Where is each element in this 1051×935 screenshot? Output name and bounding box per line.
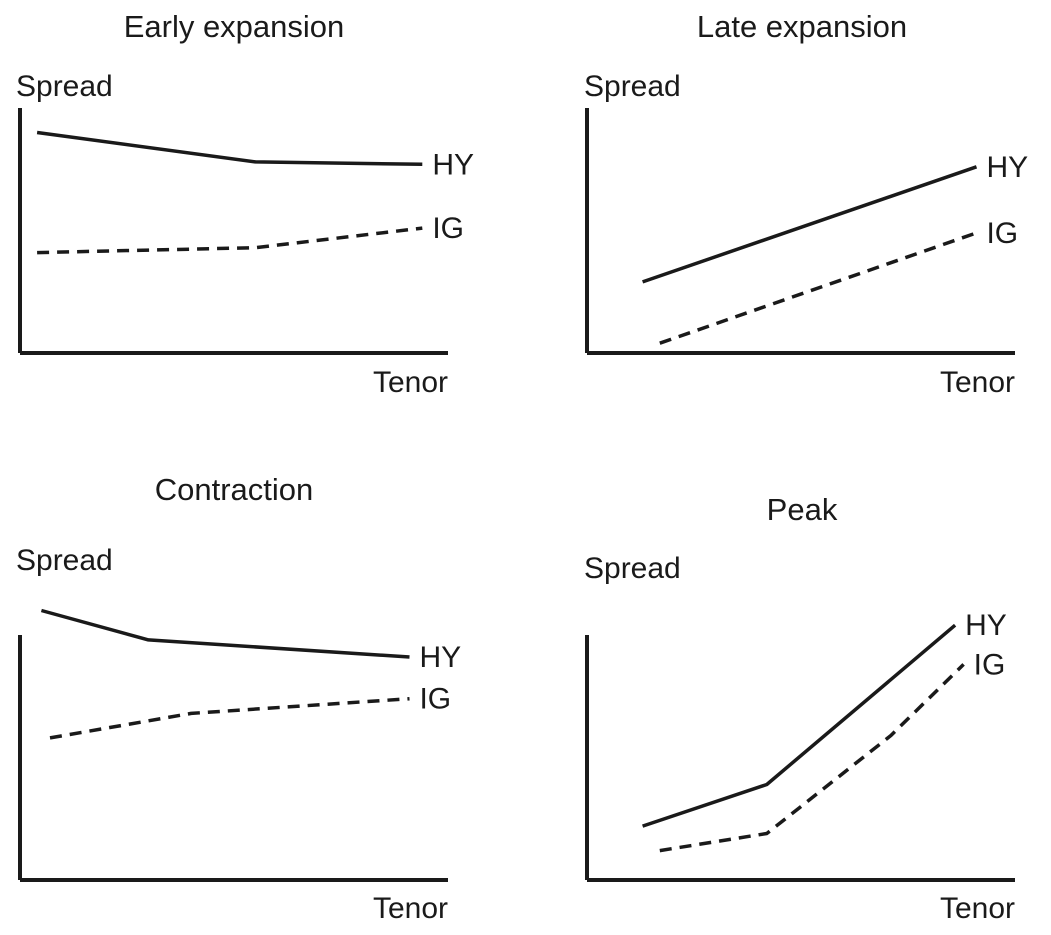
chart-panel: Early expansion Spread Tenor HY IG (16, 9, 474, 399)
chart-panel: Contraction Spread Tenor HY IG (16, 472, 461, 925)
chart-title: Late expansion (697, 9, 907, 44)
chart-title: Early expansion (124, 9, 345, 44)
chart-title: Peak (767, 492, 838, 527)
series-line-hy (642, 165, 978, 284)
series-line-ig (659, 663, 965, 853)
y-axis-label: Spread (16, 544, 113, 577)
series-label-ig: IG (419, 683, 451, 716)
chart-panel: Peak Spread Tenor HY IG (584, 492, 1015, 925)
series-line-ig (49, 696, 410, 740)
chart-panel: Late expansion Spread Tenor HY IG (584, 9, 1028, 399)
series-line-ig (659, 231, 978, 345)
series-line-hy (642, 623, 957, 828)
series-line-hy (40, 608, 410, 659)
series-label-ig: IG (986, 217, 1018, 250)
x-axis-label: Tenor (940, 366, 1015, 399)
x-axis-label: Tenor (373, 366, 448, 399)
series-label-hy: HY (965, 609, 1007, 642)
y-axis-label: Spread (16, 70, 113, 103)
x-axis-label: Tenor (940, 892, 1015, 925)
series-label-ig: IG (974, 648, 1006, 681)
series-label-ig: IG (432, 212, 464, 245)
series-label-hy: HY (419, 641, 461, 674)
x-axis-label: Tenor (373, 892, 448, 925)
series-label-hy: HY (986, 151, 1028, 184)
series-line-hy (36, 130, 423, 167)
series-line-ig (37, 226, 423, 255)
y-axis-label: Spread (584, 70, 681, 103)
chart-title: Contraction (155, 472, 314, 507)
y-axis-label: Spread (584, 552, 681, 585)
series-label-hy: HY (432, 148, 474, 181)
